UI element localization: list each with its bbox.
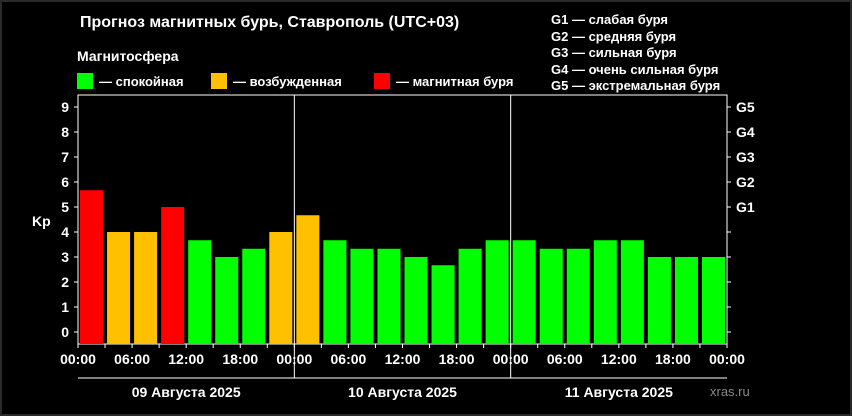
- kp-bar: [647, 257, 671, 344]
- kp-bar: [674, 257, 698, 344]
- day-label: 11 Августа 2025: [565, 384, 673, 400]
- y-tick-label: 7: [61, 149, 69, 165]
- legend-active-label: — возбужденная: [233, 73, 342, 89]
- x-tick-label: 00:00: [493, 351, 529, 367]
- y-axis-label: Kp: [32, 213, 51, 229]
- magnetosphere-label: Магнитосфера: [77, 48, 179, 64]
- kp-bar: [404, 257, 428, 344]
- kp-bar: [323, 240, 347, 344]
- day-label: 10 Августа 2025: [348, 384, 457, 400]
- y-tick-label: 3: [61, 249, 69, 265]
- y-tick-label: 5: [61, 199, 69, 215]
- kp-bar: [593, 240, 617, 344]
- g-level-label: G1: [736, 199, 755, 215]
- kp-bar: [566, 248, 590, 344]
- g-level-label: G5: [736, 99, 755, 115]
- y-tick-label: 1: [61, 299, 69, 315]
- x-tick-label: 12:00: [601, 351, 637, 367]
- g-scale-g5: G5 — экстремальная буря: [551, 78, 721, 93]
- kp-bar: [188, 240, 212, 344]
- legend-quiet: — спокойная: [77, 73, 184, 89]
- watermark: xras.ru: [710, 384, 750, 399]
- kp-bar: [80, 190, 104, 344]
- g-scale-g4: G4 — очень сильная буря: [551, 61, 719, 77]
- legend-active: — возбужденная: [211, 73, 342, 89]
- kp-bar: [620, 240, 644, 344]
- kp-bar: [458, 248, 482, 344]
- kp-bar: [242, 248, 266, 344]
- day-label: 09 Августа 2025: [132, 384, 241, 400]
- legend-active-swatch: [211, 73, 227, 89]
- y-tick-label: 9: [61, 99, 69, 115]
- x-tick-label: 18:00: [655, 351, 691, 367]
- kp-bar: [350, 248, 374, 344]
- x-tick-label: 06:00: [114, 351, 150, 367]
- x-tick-label: 00:00: [276, 351, 312, 367]
- x-tick-label: 00:00: [709, 351, 745, 367]
- kp-bar: [539, 248, 563, 344]
- chart-title: Прогноз магнитных бурь, Ставрополь (UTC+…: [80, 14, 460, 31]
- x-tick-label: 12:00: [385, 351, 421, 367]
- kp-bar: [431, 265, 455, 344]
- kp-bar: [134, 232, 158, 344]
- kp-bar: [512, 240, 536, 344]
- legend-quiet-swatch: [77, 73, 93, 89]
- x-tick-label: 06:00: [331, 351, 367, 367]
- kp-bar: [485, 240, 509, 344]
- legend-quiet-label: — спокойная: [99, 73, 184, 89]
- g-scale-g3: G3 — сильная буря: [551, 45, 677, 60]
- g-scale-g2: G2 — средняя буря: [551, 28, 677, 44]
- legend-storm-label: — магнитная буря: [396, 73, 514, 89]
- g-level-label: G2: [736, 174, 755, 190]
- x-tick-label: 12:00: [168, 351, 204, 367]
- y-tick-label: 6: [61, 174, 69, 190]
- kp-bar: [269, 232, 293, 344]
- g-scale-g1: G1 — слабая буря: [551, 12, 669, 27]
- g-level-label: G4: [736, 124, 755, 140]
- kp-bar: [296, 215, 320, 344]
- x-tick-label: 18:00: [222, 351, 258, 367]
- kp-bar: [215, 257, 239, 344]
- g-scale-legend: G1 — слабая буря G2 — средняя буря G3 — …: [551, 12, 720, 95]
- kp-bar: [701, 257, 725, 344]
- kp-bar: [161, 207, 185, 344]
- x-tick-label: 00:00: [60, 351, 96, 367]
- g-level-label: G3: [736, 149, 755, 165]
- kp-bar: [107, 232, 131, 344]
- x-tick-label: 18:00: [439, 351, 475, 367]
- y-tick-label: 0: [61, 324, 69, 340]
- legend-storm-swatch: [374, 73, 390, 89]
- y-tick-label: 4: [61, 224, 69, 240]
- legend-storm: — магнитная буря: [374, 73, 513, 89]
- x-tick-label: 06:00: [547, 351, 583, 367]
- y-tick-label: 2: [61, 274, 69, 290]
- kp-bar: [377, 248, 401, 344]
- y-tick-label: 8: [61, 124, 69, 140]
